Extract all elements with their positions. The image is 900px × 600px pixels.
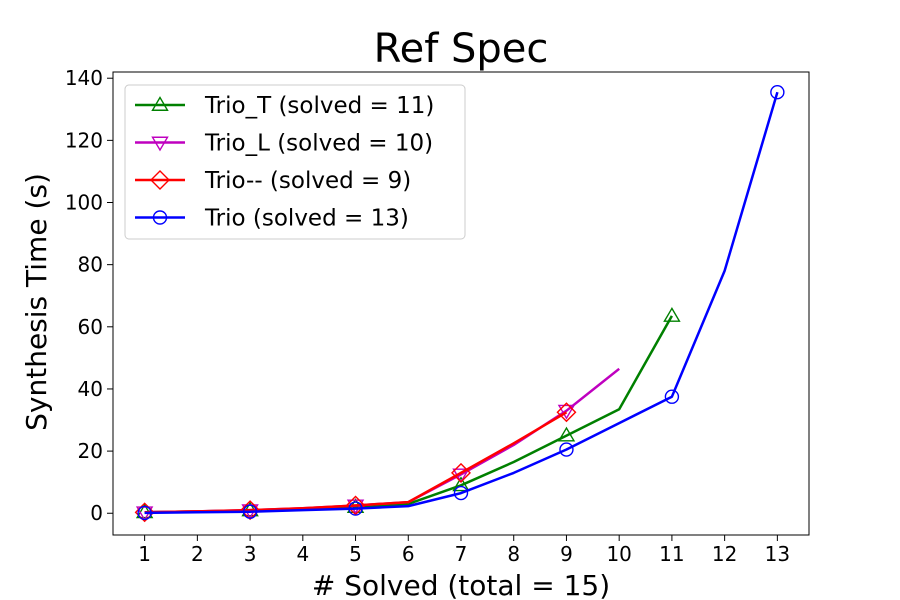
series-2 xyxy=(134,402,577,523)
chart-title: Ref Spec xyxy=(374,26,549,72)
data-point xyxy=(451,462,471,483)
data-point xyxy=(453,485,469,501)
x-tick-label: 4 xyxy=(296,542,309,566)
x-tick-label: 1 xyxy=(138,542,151,566)
x-tick-label: 3 xyxy=(244,542,257,566)
data-point xyxy=(452,476,470,492)
legend-marker xyxy=(150,170,170,190)
legend-label: Trio (solved = 13) xyxy=(204,206,409,232)
x-axis-label: # Solved (total = 15) xyxy=(312,569,610,600)
y-tick-label: 120 xyxy=(65,128,103,152)
x-tick-label: 13 xyxy=(765,542,790,566)
y-tick-label: 20 xyxy=(78,439,103,463)
legend-label: Trio-- (solved = 9) xyxy=(204,168,411,194)
data-point xyxy=(663,307,681,322)
legend-marker xyxy=(152,210,168,225)
legend-box xyxy=(124,84,466,240)
x-tick-label: 6 xyxy=(402,542,415,566)
x-tick-label: 12 xyxy=(712,542,737,566)
y-tick-label: 60 xyxy=(78,315,103,339)
data-point xyxy=(556,402,577,423)
series-3 xyxy=(137,84,785,521)
data-point xyxy=(348,501,363,516)
y-tick-label: 80 xyxy=(78,253,103,277)
legend-label: Trio_T (solved = 11) xyxy=(204,93,434,119)
x-tick-label: 2 xyxy=(191,542,204,566)
legend-marker xyxy=(151,136,169,152)
series-line xyxy=(144,315,673,514)
legend-entry: Trio (solved = 13) xyxy=(135,206,409,232)
x-tick-label: 5 xyxy=(349,542,362,566)
y-tick-label: 40 xyxy=(78,377,103,401)
legend-entry: Trio_L (solved = 10) xyxy=(135,131,433,157)
x-tick-label: 9 xyxy=(560,542,573,566)
data-point xyxy=(770,84,785,100)
legend-label: Trio_L (solved = 10) xyxy=(204,131,433,157)
y-tick-label: 0 xyxy=(90,501,103,525)
data-point xyxy=(240,500,261,521)
series-line xyxy=(144,91,779,515)
series-0 xyxy=(135,307,681,519)
x-tick-label: 10 xyxy=(606,542,631,566)
data-point xyxy=(557,426,576,442)
legend: Trio_T (solved = 11) Trio_L (solved = 10)… xyxy=(124,84,466,240)
plot-area xyxy=(134,84,785,523)
y-tick-label: 100 xyxy=(65,191,103,215)
y-axis-label: Synthesis Time (s) xyxy=(20,173,53,431)
legend-entry: Trio_T (solved = 11) xyxy=(135,93,434,119)
legend-entry: Trio-- (solved = 9) xyxy=(135,168,411,194)
y-tick-label: 140 xyxy=(65,66,103,90)
legend-marker xyxy=(151,96,169,111)
x-tick-label: 11 xyxy=(659,542,684,566)
data-point xyxy=(559,442,574,457)
data-point xyxy=(137,505,152,521)
x-tick-label: 7 xyxy=(455,542,468,566)
x-tick-label: 8 xyxy=(507,542,520,566)
data-point xyxy=(557,404,576,420)
series-line xyxy=(144,367,620,514)
data-point xyxy=(664,389,680,404)
data-point xyxy=(242,504,258,519)
